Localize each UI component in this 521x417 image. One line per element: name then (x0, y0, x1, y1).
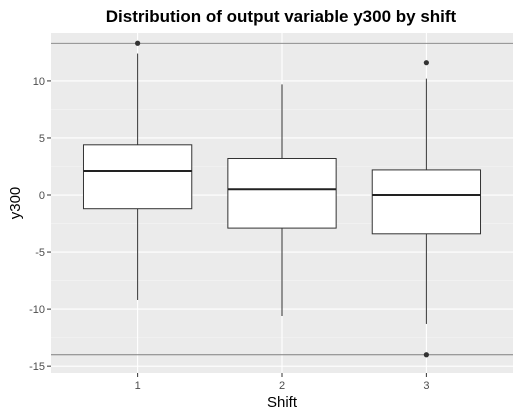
x-axis: 1 2 3 (135, 373, 430, 392)
y-tick-label: -10 (29, 304, 45, 316)
y-tick-label: -15 (29, 361, 45, 373)
outlier-point (424, 60, 429, 65)
box-iqr (228, 159, 336, 229)
y-tick-label: 0 (39, 190, 45, 202)
y-tick-label: 5 (39, 133, 45, 145)
chart-title: Distribution of output variable y300 by … (106, 7, 457, 26)
y-axis: -15 -10 -5 0 5 10 (29, 76, 51, 373)
box-iqr (83, 145, 191, 209)
outlier-point (135, 41, 140, 46)
x-axis-title: Shift (267, 394, 298, 411)
y-tick-label: 10 (33, 76, 45, 88)
x-tick-label: 3 (423, 380, 429, 392)
x-tick-label: 2 (279, 380, 285, 392)
y-axis-title: y300 (7, 187, 24, 220)
outlier-point (424, 352, 429, 357)
box-iqr (372, 170, 480, 234)
y-tick-label: -5 (35, 247, 45, 259)
x-tick-label: 1 (135, 380, 141, 392)
